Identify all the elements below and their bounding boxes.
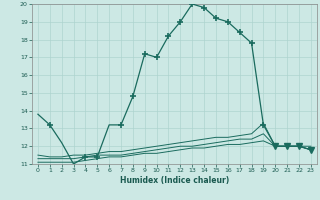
X-axis label: Humidex (Indice chaleur): Humidex (Indice chaleur) [120,176,229,185]
